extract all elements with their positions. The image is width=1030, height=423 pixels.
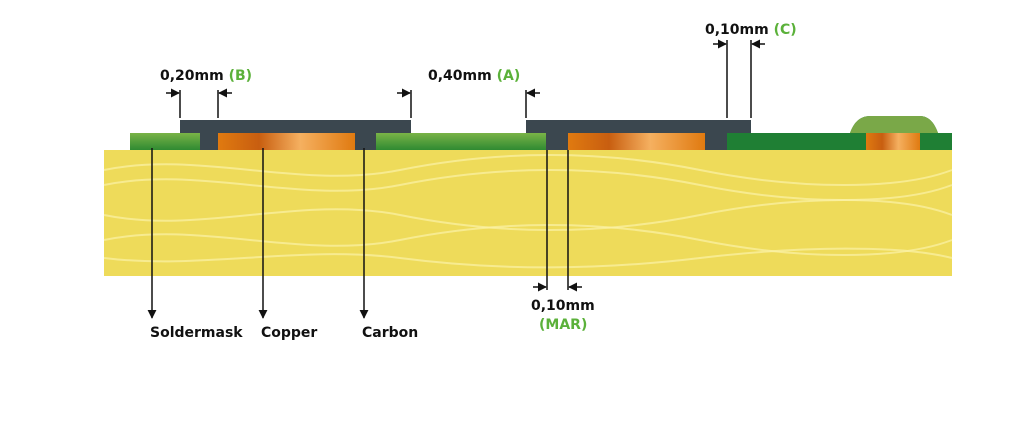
- dimension-c: 0,10mm (C): [705, 22, 797, 118]
- soldermask: [376, 133, 546, 150]
- dimension-a: 0,40mm (A): [397, 68, 540, 118]
- dimension-label: 0,10mm: [531, 298, 595, 314]
- dimension-mar: 0,10mm (MAR): [531, 150, 595, 333]
- dimension-tag: (MAR): [539, 317, 587, 333]
- dimension-label: 0,10mm (C): [705, 22, 797, 38]
- dimension-b: 0,20mm (B): [160, 68, 252, 118]
- soldermask-bump: [850, 116, 938, 133]
- dimension-label: 0,20mm (B): [160, 68, 252, 84]
- layer-label: Soldermask: [150, 325, 243, 341]
- layer-label: Copper: [261, 325, 317, 341]
- copper: [568, 133, 705, 150]
- dimension-label: 0,40mm (A): [428, 68, 520, 84]
- copper: [866, 133, 920, 150]
- substrate-texture: [103, 154, 953, 269]
- layer-label: Carbon: [362, 325, 418, 341]
- soldermask: [130, 133, 200, 150]
- copper: [218, 133, 355, 150]
